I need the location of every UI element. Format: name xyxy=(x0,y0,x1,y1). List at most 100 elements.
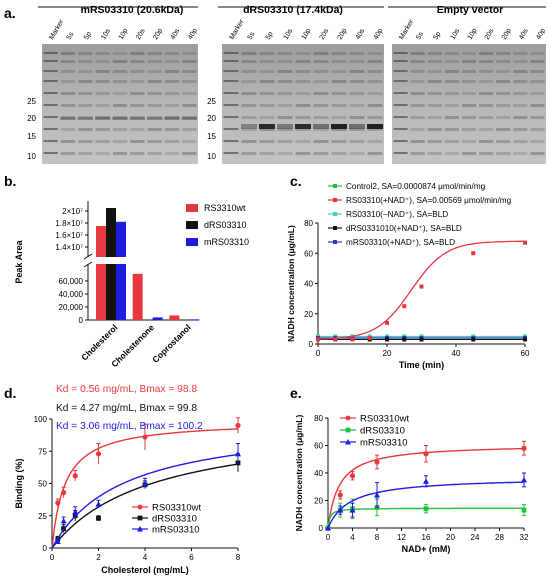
gel-band xyxy=(43,52,58,54)
gel-band xyxy=(496,60,511,63)
bar xyxy=(106,208,116,257)
gel-band xyxy=(95,128,110,131)
gel-band xyxy=(182,92,197,95)
legend-label: RS03310wt xyxy=(152,503,201,514)
gel-band xyxy=(241,152,257,155)
gel-protein-band xyxy=(313,124,329,129)
legend-label: dRS03310 xyxy=(360,426,405,437)
legend-swatch xyxy=(186,238,198,246)
gel-band xyxy=(164,128,180,131)
gel-band xyxy=(277,152,293,155)
bar xyxy=(116,221,126,257)
gel-band xyxy=(259,80,275,83)
gel-lane-label: Marker xyxy=(398,18,415,41)
legend-marker xyxy=(345,427,351,433)
gel-band xyxy=(223,152,239,154)
x-tick-label: 6 xyxy=(189,553,194,562)
gel-band xyxy=(313,70,329,73)
gel-band xyxy=(367,128,383,131)
gel-body xyxy=(392,44,546,164)
legend-marker xyxy=(333,184,337,188)
gel-protein-band xyxy=(277,124,293,129)
annotation-text: Kd = 0.56 mg/mL, Bmax = 98.8 xyxy=(56,384,197,395)
legend-label: mRS03310 xyxy=(204,237,249,247)
gel-band xyxy=(112,152,128,155)
gel-lane-label: 20p xyxy=(501,27,513,41)
gel-band xyxy=(444,128,459,131)
gel-band xyxy=(130,60,145,63)
gel-lane-label: 40s xyxy=(170,27,182,41)
gel-lane-label: 5s xyxy=(415,31,425,41)
data-point xyxy=(374,492,380,498)
gel-band xyxy=(164,116,180,119)
gel-title: Empty vector xyxy=(437,4,504,16)
gel-band xyxy=(60,60,76,63)
gel-protein-band xyxy=(95,117,111,120)
gel-band xyxy=(259,92,275,95)
gel-protein-band xyxy=(147,117,163,120)
gel-band xyxy=(530,152,545,155)
data-point xyxy=(521,476,527,483)
gel-band xyxy=(393,104,408,106)
gel-band xyxy=(95,140,110,143)
gel-band xyxy=(530,70,545,73)
gel-band xyxy=(393,128,408,130)
gel-band xyxy=(43,152,58,154)
gel-ladder-label: 20 xyxy=(207,114,216,123)
data-point xyxy=(350,337,355,342)
x-tick-label: Cholesterol xyxy=(79,322,119,362)
gel-lane-label: 5s xyxy=(66,31,76,41)
x-tick-label: Coprostanol xyxy=(150,322,192,364)
gel-band xyxy=(427,128,442,131)
gel-band xyxy=(513,80,528,83)
gel-band xyxy=(367,104,383,107)
gel-lane-label: 20s xyxy=(484,27,496,41)
gel-lane-label: Marker xyxy=(229,18,246,41)
y-tick-label: 0 xyxy=(43,544,48,553)
gel-protein-band xyxy=(112,117,128,120)
gel-band xyxy=(444,70,459,73)
x-axis-title: Cholesterol (mg/mL) xyxy=(101,565,189,575)
gel-band xyxy=(295,116,311,119)
gel-protein-band xyxy=(77,117,93,120)
gel-band xyxy=(259,116,275,119)
gel-band xyxy=(393,140,408,142)
gel-band xyxy=(444,52,459,55)
x-tick-label: 8 xyxy=(236,553,241,562)
gel-band xyxy=(182,140,197,143)
legend-marker xyxy=(137,515,143,521)
gel-band xyxy=(112,80,128,83)
gel-band xyxy=(78,52,93,55)
gel-band xyxy=(461,52,477,55)
gel-band xyxy=(223,70,239,72)
gel-band xyxy=(513,70,528,73)
gel-band xyxy=(461,116,477,119)
gel-band xyxy=(277,128,293,131)
bar xyxy=(132,273,143,320)
legend-label: RS03310(−NAD⁺), SA=BLD xyxy=(346,210,448,219)
gel-band xyxy=(479,70,494,73)
gel-protein-band xyxy=(367,124,383,129)
gel-band xyxy=(43,80,58,82)
gel-lane-label: 40p xyxy=(535,27,547,41)
gel-band xyxy=(295,92,311,95)
fit-curve xyxy=(51,453,239,549)
panel-d-binding-chart: 0 2 4 6 8 0 25 50 75 100 Cholesterol (mg/mL) Bindin… xyxy=(14,384,241,575)
y-tick-label: 40 xyxy=(304,280,313,289)
y-tick-label: 0 xyxy=(309,340,314,349)
y-axis-title: NADH concentration (μg/mL) xyxy=(286,225,296,342)
legend-label: dRS03310 xyxy=(152,514,197,525)
legend-label: mRS03310(+NAD⁺), SA=BLD xyxy=(346,238,455,247)
x-axis-title: Time (min) xyxy=(399,360,444,370)
panel-c-label: c. xyxy=(290,173,302,189)
gel-band xyxy=(164,52,180,55)
data-point xyxy=(142,480,148,486)
gel-band xyxy=(349,104,365,107)
x-tick-label: 0 xyxy=(326,533,331,542)
gel-band xyxy=(331,104,347,107)
gel-band xyxy=(223,104,239,106)
panel-a-label: a. xyxy=(4,5,16,21)
axis-break-mark xyxy=(83,253,93,260)
gel-band xyxy=(461,104,477,107)
gel-band xyxy=(78,152,93,155)
